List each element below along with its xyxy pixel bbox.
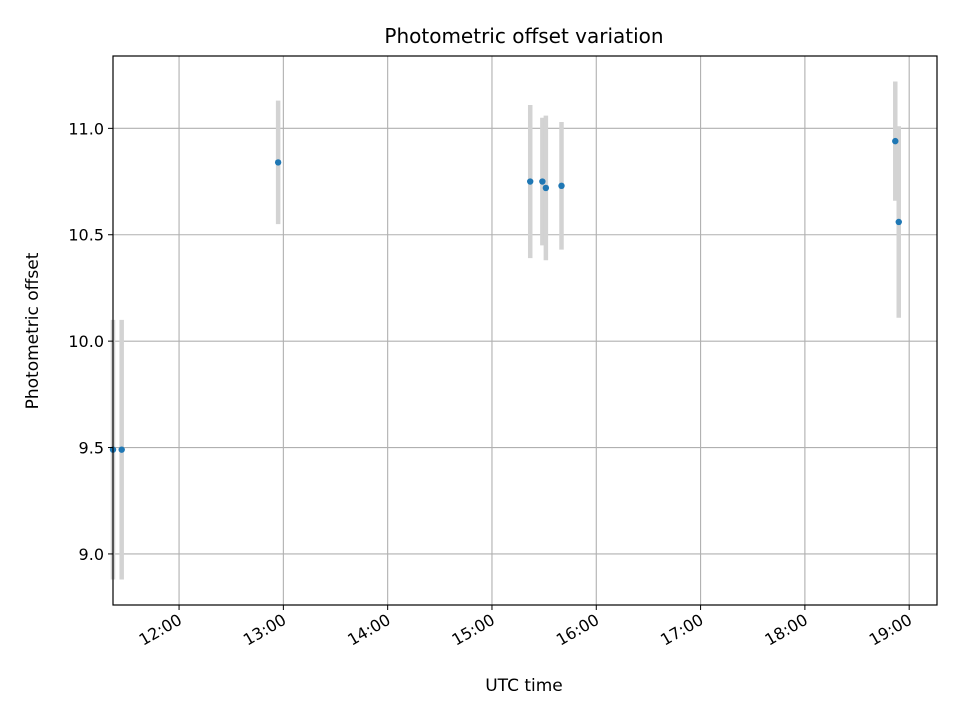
chart-title: Photometric offset variation [384, 24, 663, 48]
y-axis-label: Photometric offset [23, 252, 43, 409]
data-point [895, 218, 902, 226]
y-tick-label: 9.0 [79, 545, 104, 564]
data-points [109, 137, 902, 453]
data-point [539, 178, 546, 185]
grid [113, 56, 937, 605]
y-tick-label: 9.5 [79, 439, 104, 458]
y-tick-label: 11.0 [68, 119, 104, 138]
data-point [527, 178, 534, 185]
data-point [558, 182, 565, 190]
y-tick-label: 10.5 [68, 226, 104, 245]
data-point [274, 159, 282, 166]
data-point [542, 184, 550, 192]
data-point [892, 137, 899, 145]
data-point [118, 446, 125, 453]
plot-frame [112, 55, 938, 606]
x-axis-label: UTC time [485, 676, 563, 696]
y-axis-ticks: 9.0 9.5 10.0 10.5 11.0 [68, 119, 113, 564]
y-tick-label: 10.0 [68, 332, 104, 351]
